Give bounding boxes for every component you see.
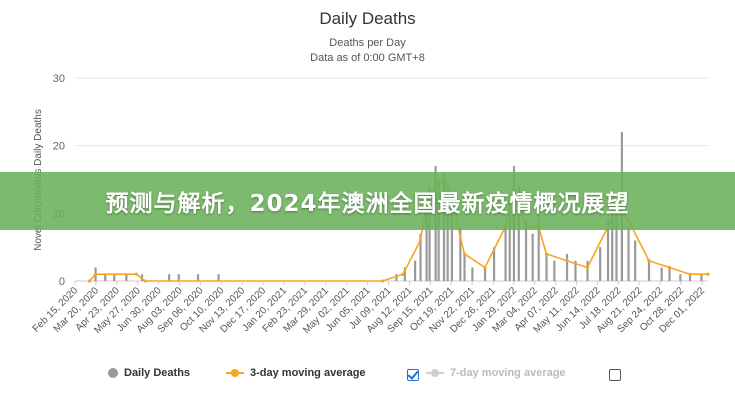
bar-daily-deaths (177, 274, 180, 281)
bar-daily-deaths (634, 240, 637, 281)
bar-daily-deaths (553, 260, 556, 281)
point-3-day-average (667, 265, 672, 270)
bar-daily-deaths (419, 233, 422, 281)
point-3-day-average (143, 279, 147, 283)
point-3-day-average (706, 272, 710, 276)
line-marker-icon (226, 368, 244, 378)
bar-daily-deaths (504, 226, 507, 281)
point-3-day-average (418, 238, 423, 242)
bar-daily-deaths (217, 274, 220, 281)
point-3-day-average (380, 279, 385, 283)
bar-daily-deaths (517, 186, 520, 281)
line-marker-icon (426, 368, 444, 378)
bar-daily-deaths (425, 206, 428, 281)
point-3-day-average (647, 259, 651, 263)
bar-daily-deaths (679, 274, 682, 281)
bar-daily-deaths (599, 247, 602, 281)
bar-daily-deaths (660, 267, 663, 281)
chart-data-date: Data as of 0:00 GMT+8 (310, 52, 425, 64)
bar-daily-deaths (647, 260, 651, 281)
point-3-day-average (565, 259, 569, 263)
bar-daily-deaths (463, 253, 466, 281)
bar-daily-deaths (168, 274, 171, 281)
chart-legend: Daily Deaths 3-day moving average 7-day … (0, 367, 735, 387)
daily-deaths-dot-icon (108, 368, 118, 378)
bar-daily-deaths (611, 206, 614, 281)
chart-subtitle: Deaths per Day (329, 37, 406, 49)
legend-daily-deaths[interactable]: Daily Deaths (108, 367, 190, 379)
bar-daily-deaths (627, 226, 630, 281)
bar-daily-deaths (606, 220, 610, 281)
point-3-day-average (93, 272, 98, 276)
bar-daily-deaths (437, 179, 440, 281)
point-3-day-average (688, 272, 692, 276)
bar-daily-deaths (414, 260, 417, 281)
banner-text: 预测与解析，2024年澳洲全国最新疫情概况展望 (105, 191, 630, 217)
legend-label: 7-day moving average (450, 367, 566, 379)
overlay-banner: 预测与解析，2024年澳洲全国最新疫情概况展望 (0, 172, 735, 230)
bar-daily-deaths (483, 267, 487, 281)
point-3-day-average (585, 265, 590, 270)
bar-daily-deaths (545, 253, 548, 281)
bar-daily-deaths (586, 260, 589, 281)
bar-daily-deaths (104, 274, 107, 281)
chart-title: Daily Deaths (319, 9, 416, 28)
bar-daily-deaths (668, 267, 671, 281)
bar-daily-deaths (459, 226, 462, 281)
checkbox-3-day-average[interactable] (407, 369, 419, 381)
point-3-day-average (483, 265, 487, 270)
bar-daily-deaths (574, 260, 577, 281)
bar-daily-deaths (531, 233, 534, 281)
legend-label: 3-day moving average (250, 367, 366, 379)
y-tick-label: 30 (53, 73, 65, 85)
legend-7-day-average[interactable]: 7-day moving average (426, 367, 566, 379)
bar-daily-deaths (140, 274, 144, 281)
checkbox-7-day-average[interactable] (609, 369, 621, 381)
bar-daily-deaths (700, 274, 703, 281)
bar-daily-deaths (113, 274, 116, 281)
point-3-day-average (87, 279, 92, 283)
bar-daily-deaths (196, 274, 200, 281)
legend-3-day-average[interactable]: 3-day moving average (226, 367, 366, 379)
point-3-day-average (462, 252, 467, 256)
point-3-day-average (134, 272, 139, 276)
bar-daily-deaths (125, 274, 128, 281)
bar-daily-deaths (492, 247, 496, 281)
bar-daily-deaths (615, 199, 618, 281)
bar-daily-deaths (395, 274, 398, 281)
bar-daily-deaths (471, 267, 474, 281)
bar-daily-deaths (508, 199, 511, 281)
bar-daily-deaths (428, 186, 431, 281)
bar-daily-deaths (565, 253, 569, 281)
legend-label: Daily Deaths (124, 367, 191, 379)
point-3-day-average (401, 272, 405, 276)
y-tick-label: 0 (59, 276, 65, 288)
bar-daily-deaths (524, 220, 528, 281)
bar-daily-deaths (403, 267, 406, 281)
bar-daily-deaths (450, 193, 453, 281)
bar-daily-deaths (537, 213, 540, 281)
bar-daily-deaths (688, 274, 692, 281)
bar-daily-deaths (446, 186, 449, 281)
y-tick-label: 20 (53, 141, 65, 153)
point-3-day-average (544, 252, 549, 256)
